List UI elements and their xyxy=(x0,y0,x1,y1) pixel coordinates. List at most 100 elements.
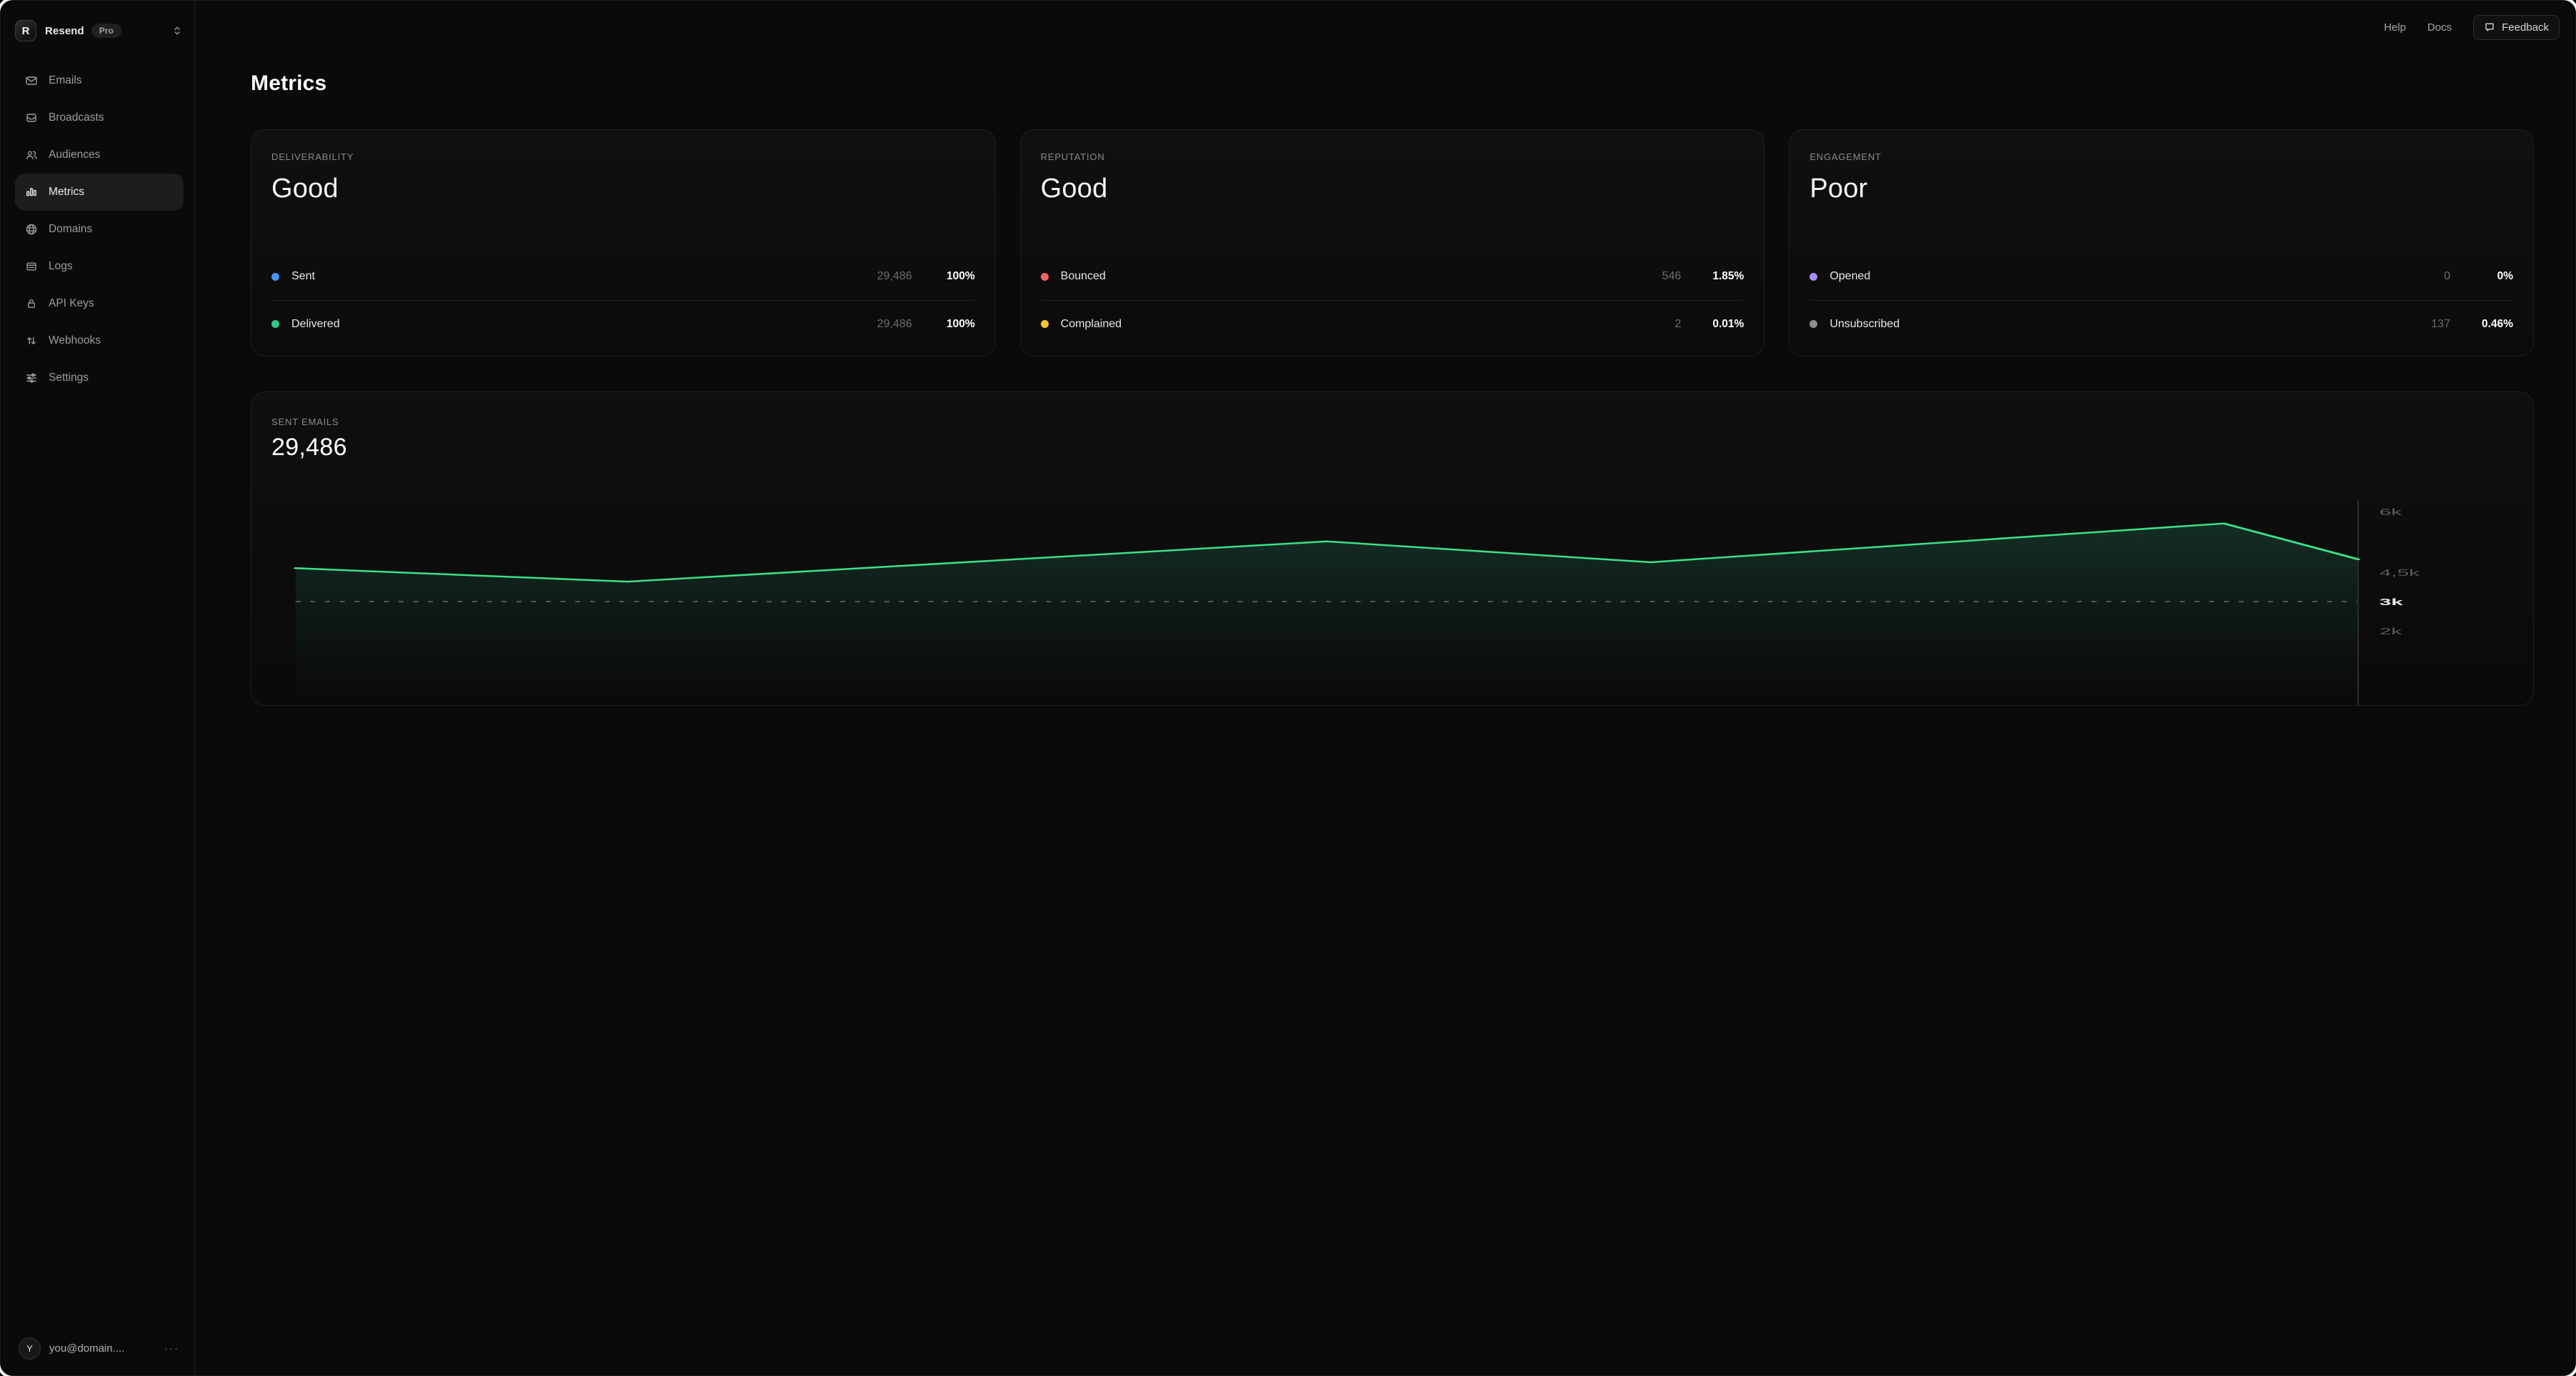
user-email: you@domain.... xyxy=(49,1342,125,1355)
opened-dot xyxy=(1809,272,1818,281)
resend-logo: R xyxy=(15,20,36,41)
svg-text:2k: 2k xyxy=(2380,626,2402,637)
metric-count: 29,486 xyxy=(877,270,912,282)
sidebar-item-logs[interactable]: Logs xyxy=(15,248,184,285)
card-status: Poor xyxy=(1809,174,1868,204)
chart-title: SENT EMAILS xyxy=(271,417,339,427)
logo-letter: R xyxy=(21,24,30,37)
metric-name: Unsubscribed xyxy=(1829,317,1900,330)
metric-percent: 100% xyxy=(947,317,975,330)
card-rows: Bounced 546 1.85% Complained 2 0.01% xyxy=(1040,253,1744,347)
sidebar-item-settings[interactable]: Settings xyxy=(15,359,184,397)
card-engagement: ENGAGEMENT Poor Opened 0 0% Unsubscribed… xyxy=(1789,129,2534,357)
feedback-button[interactable]: Feedback xyxy=(2473,14,2560,40)
avatar: Y xyxy=(19,1337,41,1360)
page-title: Metrics xyxy=(251,71,327,95)
metric-name: Bounced xyxy=(1060,270,1106,282)
delivered-dot xyxy=(271,320,279,328)
webhooks-icon xyxy=(27,336,36,345)
metric-percent: 0.01% xyxy=(1712,317,1744,330)
metric-count: 0 xyxy=(2444,270,2450,282)
user-menu-button[interactable]: ··· xyxy=(164,1342,179,1355)
sidebar-item-broadcasts[interactable]: Broadcasts xyxy=(15,99,184,136)
top-bar: Help Docs Feedback xyxy=(2362,1,2575,54)
metric-count: 137 xyxy=(2431,317,2450,330)
metric-row-opened: Opened 0 0% xyxy=(1809,253,2513,300)
metric-name: Opened xyxy=(1829,270,1871,282)
metric-name: Sent xyxy=(291,270,315,282)
feedback-label: Feedback xyxy=(2502,21,2549,34)
metric-row-complained: Complained 2 0.01% xyxy=(1040,300,1744,347)
sidebar-item-label: Emails xyxy=(49,74,82,86)
metric-count: 29,486 xyxy=(877,317,912,330)
metric-percent: 1.85% xyxy=(1712,270,1744,282)
metric-percent: 100% xyxy=(947,270,975,282)
user-account[interactable]: Y you@domain.... ··· xyxy=(15,1330,184,1367)
metric-percent: 0% xyxy=(2497,270,2513,282)
card-label: ENGAGEMENT xyxy=(1809,151,1882,162)
complained-dot xyxy=(1040,320,1049,328)
metric-count: 2 xyxy=(1674,317,1682,330)
metric-name: Delivered xyxy=(291,317,340,330)
sidebar-item-label: Settings xyxy=(49,372,89,384)
sidebar-item-label: Logs xyxy=(49,260,73,272)
sidebar: R Resend Pro Emails Broadcasts Audiences xyxy=(1,1,195,1375)
chevron-up-down-icon xyxy=(171,25,183,36)
broadcasts-icon xyxy=(26,114,36,122)
help-link[interactable]: Help xyxy=(2384,21,2406,34)
svg-text:3k: 3k xyxy=(2380,597,2403,607)
sidebar-item-label: Audiences xyxy=(49,149,101,161)
metric-cards: DELIVERABILITY Good Sent 29,486 100% Del… xyxy=(251,129,2534,357)
workspace-switcher[interactable]: R Resend Pro xyxy=(15,14,183,48)
sent-emails-line-chart: 6k 4,5k 3k 2k xyxy=(293,501,2420,705)
sidebar-item-label: Domains xyxy=(49,223,93,235)
sidebar-item-metrics[interactable]: Metrics xyxy=(15,174,184,211)
card-label: REPUTATION xyxy=(1040,151,1105,162)
metric-row-sent: Sent 29,486 100% xyxy=(271,253,975,300)
emails-icon xyxy=(26,76,37,85)
unsubscribed-dot xyxy=(1809,320,1818,328)
metric-row-delivered: Delivered 29,486 100% xyxy=(271,300,975,347)
card-label: DELIVERABILITY xyxy=(271,151,354,162)
card-status: Good xyxy=(271,174,339,204)
sidebar-item-domains[interactable]: Domains xyxy=(15,211,184,248)
metrics-icon xyxy=(26,188,36,196)
sidebar-item-audiences[interactable]: Audiences xyxy=(15,136,184,174)
avatar-initial: Y xyxy=(26,1342,33,1354)
sidebar-item-webhooks[interactable]: Webhooks xyxy=(15,322,184,359)
sidebar-item-api-keys[interactable]: API Keys xyxy=(15,285,184,322)
logs-icon xyxy=(26,262,36,271)
sent-emails-card: SENT EMAILS 29,486 6k 4,5k 3k 2k xyxy=(251,392,2534,706)
metric-row-bounced: Bounced 546 1.85% xyxy=(1040,253,1744,300)
metric-count: 546 xyxy=(1662,270,1682,282)
audiences-icon xyxy=(26,151,37,159)
sidebar-item-label: Metrics xyxy=(49,186,84,198)
sidebar-item-label: Broadcasts xyxy=(49,111,104,124)
metric-name: Complained xyxy=(1060,317,1122,330)
sidebar-nav: Emails Broadcasts Audiences Metrics Doma… xyxy=(15,62,184,397)
card-reputation: REPUTATION Good Bounced 546 1.85% Compla… xyxy=(1019,129,1765,357)
main-content: Help Docs Feedback Metrics DELIVERABILIT… xyxy=(195,1,2575,1375)
card-rows: Opened 0 0% Unsubscribed 137 0.46% xyxy=(1809,253,2513,347)
feedback-icon xyxy=(2485,23,2494,31)
sidebar-item-emails[interactable]: Emails xyxy=(15,62,184,99)
api-keys-icon xyxy=(28,299,35,309)
sidebar-item-label: Webhooks xyxy=(49,334,101,347)
svg-text:6k: 6k xyxy=(2380,507,2402,517)
card-status: Good xyxy=(1040,174,1108,204)
metric-row-unsubscribed: Unsubscribed 137 0.46% xyxy=(1809,300,2513,347)
card-rows: Sent 29,486 100% Delivered 29,486 100% xyxy=(271,253,975,347)
metric-percent: 0.46% xyxy=(2482,317,2513,330)
chart-total: 29,486 xyxy=(271,434,347,461)
plan-badge: Pro xyxy=(91,24,121,38)
workspace-name: Resend xyxy=(45,24,84,37)
bounced-dot xyxy=(1040,272,1049,281)
card-deliverability: DELIVERABILITY Good Sent 29,486 100% Del… xyxy=(251,129,996,357)
docs-link[interactable]: Docs xyxy=(2427,21,2452,34)
domains-icon xyxy=(26,224,37,235)
sidebar-item-label: API Keys xyxy=(49,297,94,309)
svg-text:4,5k: 4,5k xyxy=(2380,567,2420,578)
settings-icon xyxy=(26,373,36,383)
sent-dot xyxy=(271,272,279,281)
